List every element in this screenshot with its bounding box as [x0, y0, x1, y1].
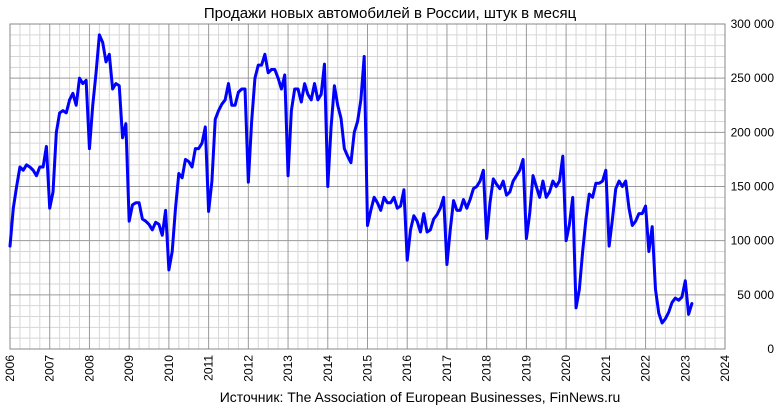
- x-tick-label: 2007: [43, 355, 57, 382]
- y-tick-label: 100 000: [731, 234, 775, 248]
- x-tick-label: 2012: [241, 355, 255, 382]
- chart-title: Продажи новых автомобилей в России, штук…: [204, 5, 577, 22]
- x-tick-label: 2019: [519, 355, 533, 382]
- y-tick-label: 250 000: [731, 71, 775, 85]
- plot-area-border: [9, 23, 726, 350]
- x-tick-label: 2017: [440, 355, 454, 382]
- y-tick-label: 200 000: [731, 125, 775, 139]
- x-tick-label: 2022: [639, 355, 653, 382]
- y-tick-label: 0: [767, 342, 774, 356]
- x-tick-label: 2024: [718, 355, 732, 382]
- series-group: [8, 33, 694, 325]
- y-tick-label: 50 000: [737, 288, 774, 302]
- x-tick-label: 2008: [82, 355, 96, 382]
- x-tick-label: 2013: [281, 355, 295, 382]
- x-tick-label: 2011: [202, 355, 216, 381]
- x-tick-label: 2010: [162, 355, 176, 382]
- y-tick-label: 300 000: [731, 17, 775, 31]
- y-tick-label: 150 000: [731, 180, 775, 194]
- x-tick-label: 2018: [480, 355, 494, 382]
- x-axis-tick-labels: 2006 2007 2008 2009 2010 2011 2012 2013 2014 2015…: [3, 355, 732, 382]
- x-tick-label: 2015: [361, 355, 375, 382]
- x-tick-label: 2016: [400, 355, 414, 382]
- x-tick-label: 2014: [321, 355, 335, 382]
- chart-source: Источник: The Association of European Bu…: [220, 389, 621, 405]
- x-tick-label: 2020: [559, 355, 573, 382]
- series-line: [8, 33, 694, 325]
- y-axis-tick-labels: 0 50 000 100 000 150 000 200 000 250 000 300 0…: [731, 17, 775, 356]
- x-tick-label: 2006: [3, 355, 17, 382]
- x-tick-label: 2021: [599, 355, 613, 382]
- x-tick-label: 2009: [122, 355, 136, 382]
- x-tick-label: 2023: [678, 355, 692, 382]
